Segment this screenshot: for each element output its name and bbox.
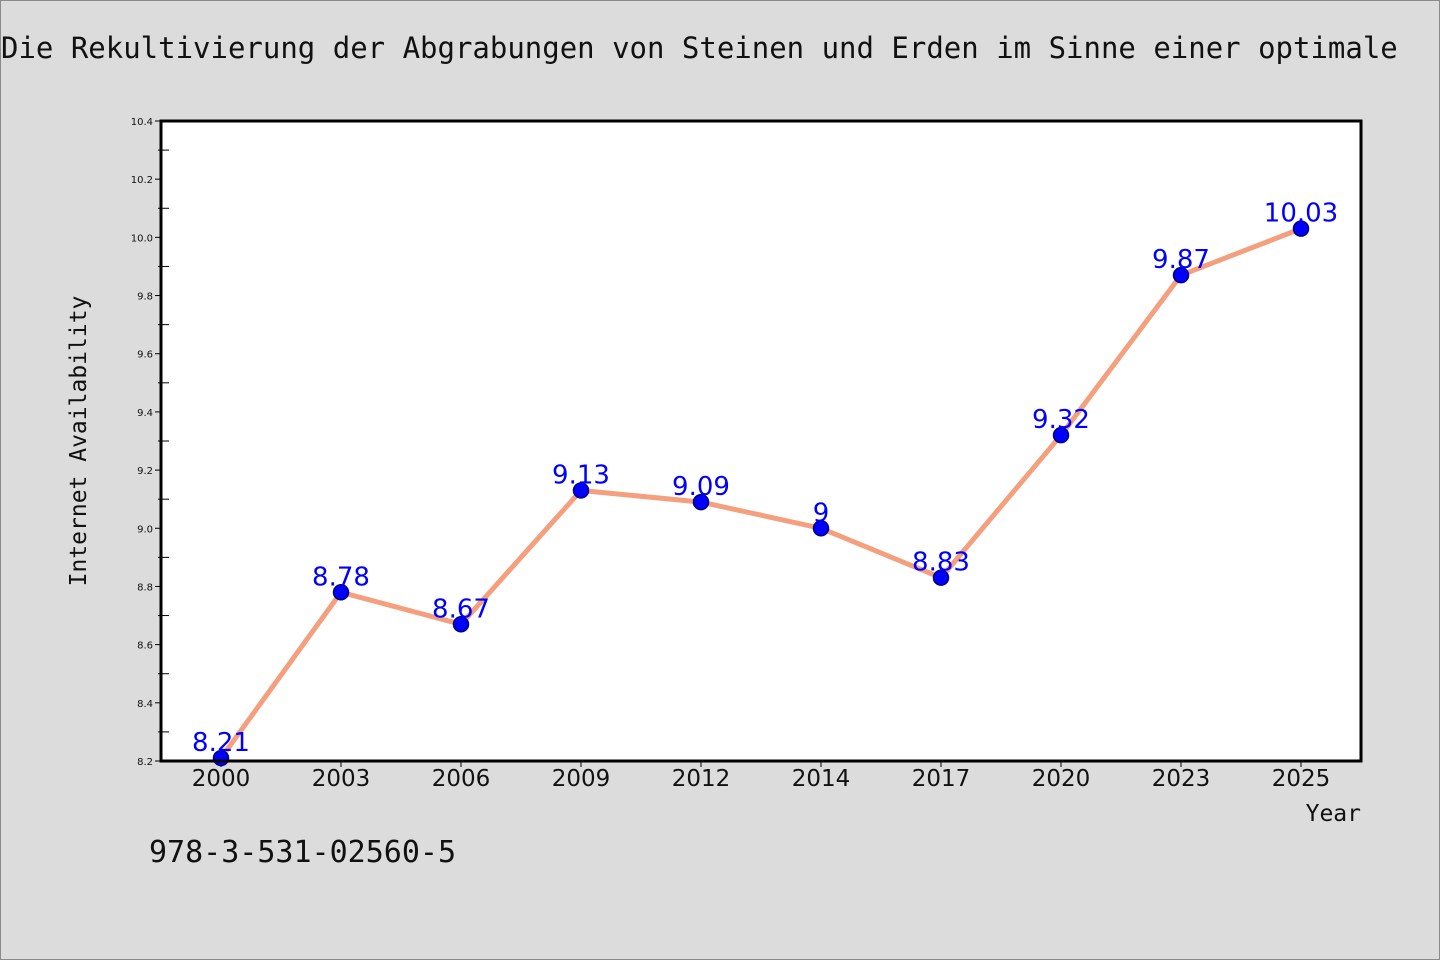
- data-label: 9.32: [1032, 405, 1090, 435]
- data-point: [332, 584, 350, 601]
- x-tick-label: 2003: [312, 766, 371, 792]
- y-tick-label: 9.0: [137, 524, 153, 535]
- plot-area: [161, 121, 1361, 761]
- data-label: 9: [813, 498, 830, 528]
- x-tick-label: 2000: [192, 766, 251, 792]
- data-point: [1292, 220, 1310, 237]
- y-tick-label: 10.0: [131, 233, 153, 244]
- data-point: [812, 520, 830, 537]
- y-tick-label: 9.2: [137, 466, 153, 477]
- data-labels-group: 8.21 8.78 8.67 9.13 9.09 9 8.83 9.32 9.87 10.03: [192, 199, 1338, 758]
- x-tick-label: 2006: [432, 766, 491, 792]
- data-label: 8.83: [912, 548, 970, 578]
- series-line: [218, 226, 1304, 761]
- data-point: [692, 493, 710, 511]
- y-tick-label: 9.4: [137, 408, 153, 419]
- y-tick-label: 9.6: [137, 350, 153, 361]
- data-point: [452, 616, 470, 633]
- y-axis-label: Internet Availability: [66, 296, 92, 587]
- series-group: [212, 220, 1310, 767]
- data-label: 8.67: [432, 594, 490, 624]
- data-point: [1172, 266, 1190, 284]
- x-tick-label: 2017: [912, 766, 971, 792]
- x-axis-label: Year: [1306, 801, 1361, 827]
- x-tick-label: 2014: [792, 766, 851, 792]
- data-point: [1052, 426, 1070, 444]
- chart-title: Die Rekultivierung der Abgrabungen von S…: [1, 31, 1398, 65]
- data-point: [932, 569, 950, 586]
- plot-frame: [159, 119, 1363, 763]
- data-label: 9.09: [672, 472, 730, 502]
- data-label: 9.87: [1152, 245, 1210, 275]
- x-tick-label: 2025: [1272, 766, 1331, 792]
- data-label: 9.13: [552, 460, 610, 490]
- data-label: 8.78: [312, 562, 370, 592]
- isbn-text: 978-3-531-02560-5: [149, 835, 457, 870]
- x-tick-label: 2012: [672, 766, 731, 792]
- y-tick-label: 8.8: [137, 582, 153, 593]
- x-tick-label: 2020: [1032, 766, 1091, 792]
- data-point: [572, 482, 590, 499]
- data-label: 10.03: [1264, 199, 1338, 229]
- y-tick-label: 9.8: [137, 292, 153, 303]
- y-tick-label: 10.4: [131, 117, 153, 128]
- y-tick-label: 8.6: [137, 641, 153, 652]
- y-tick-label: 10.2: [131, 175, 153, 186]
- x-tick-label: 2009: [552, 766, 611, 792]
- data-label: 8.21: [192, 728, 250, 758]
- x-tick-label: 2023: [1152, 766, 1211, 792]
- x-axis: 2000 2003 2006 2009 2012 2014 2017 2020 2023 2025: [192, 761, 1331, 792]
- y-axis: 8.2 8.4 8.6 8.8 9.0 9.2 9.4 9.6 9.8 10.0 10.2 10.4: [131, 117, 169, 768]
- y-tick-label: 8.4: [137, 699, 153, 710]
- y-tick-label: 8.2: [137, 757, 153, 768]
